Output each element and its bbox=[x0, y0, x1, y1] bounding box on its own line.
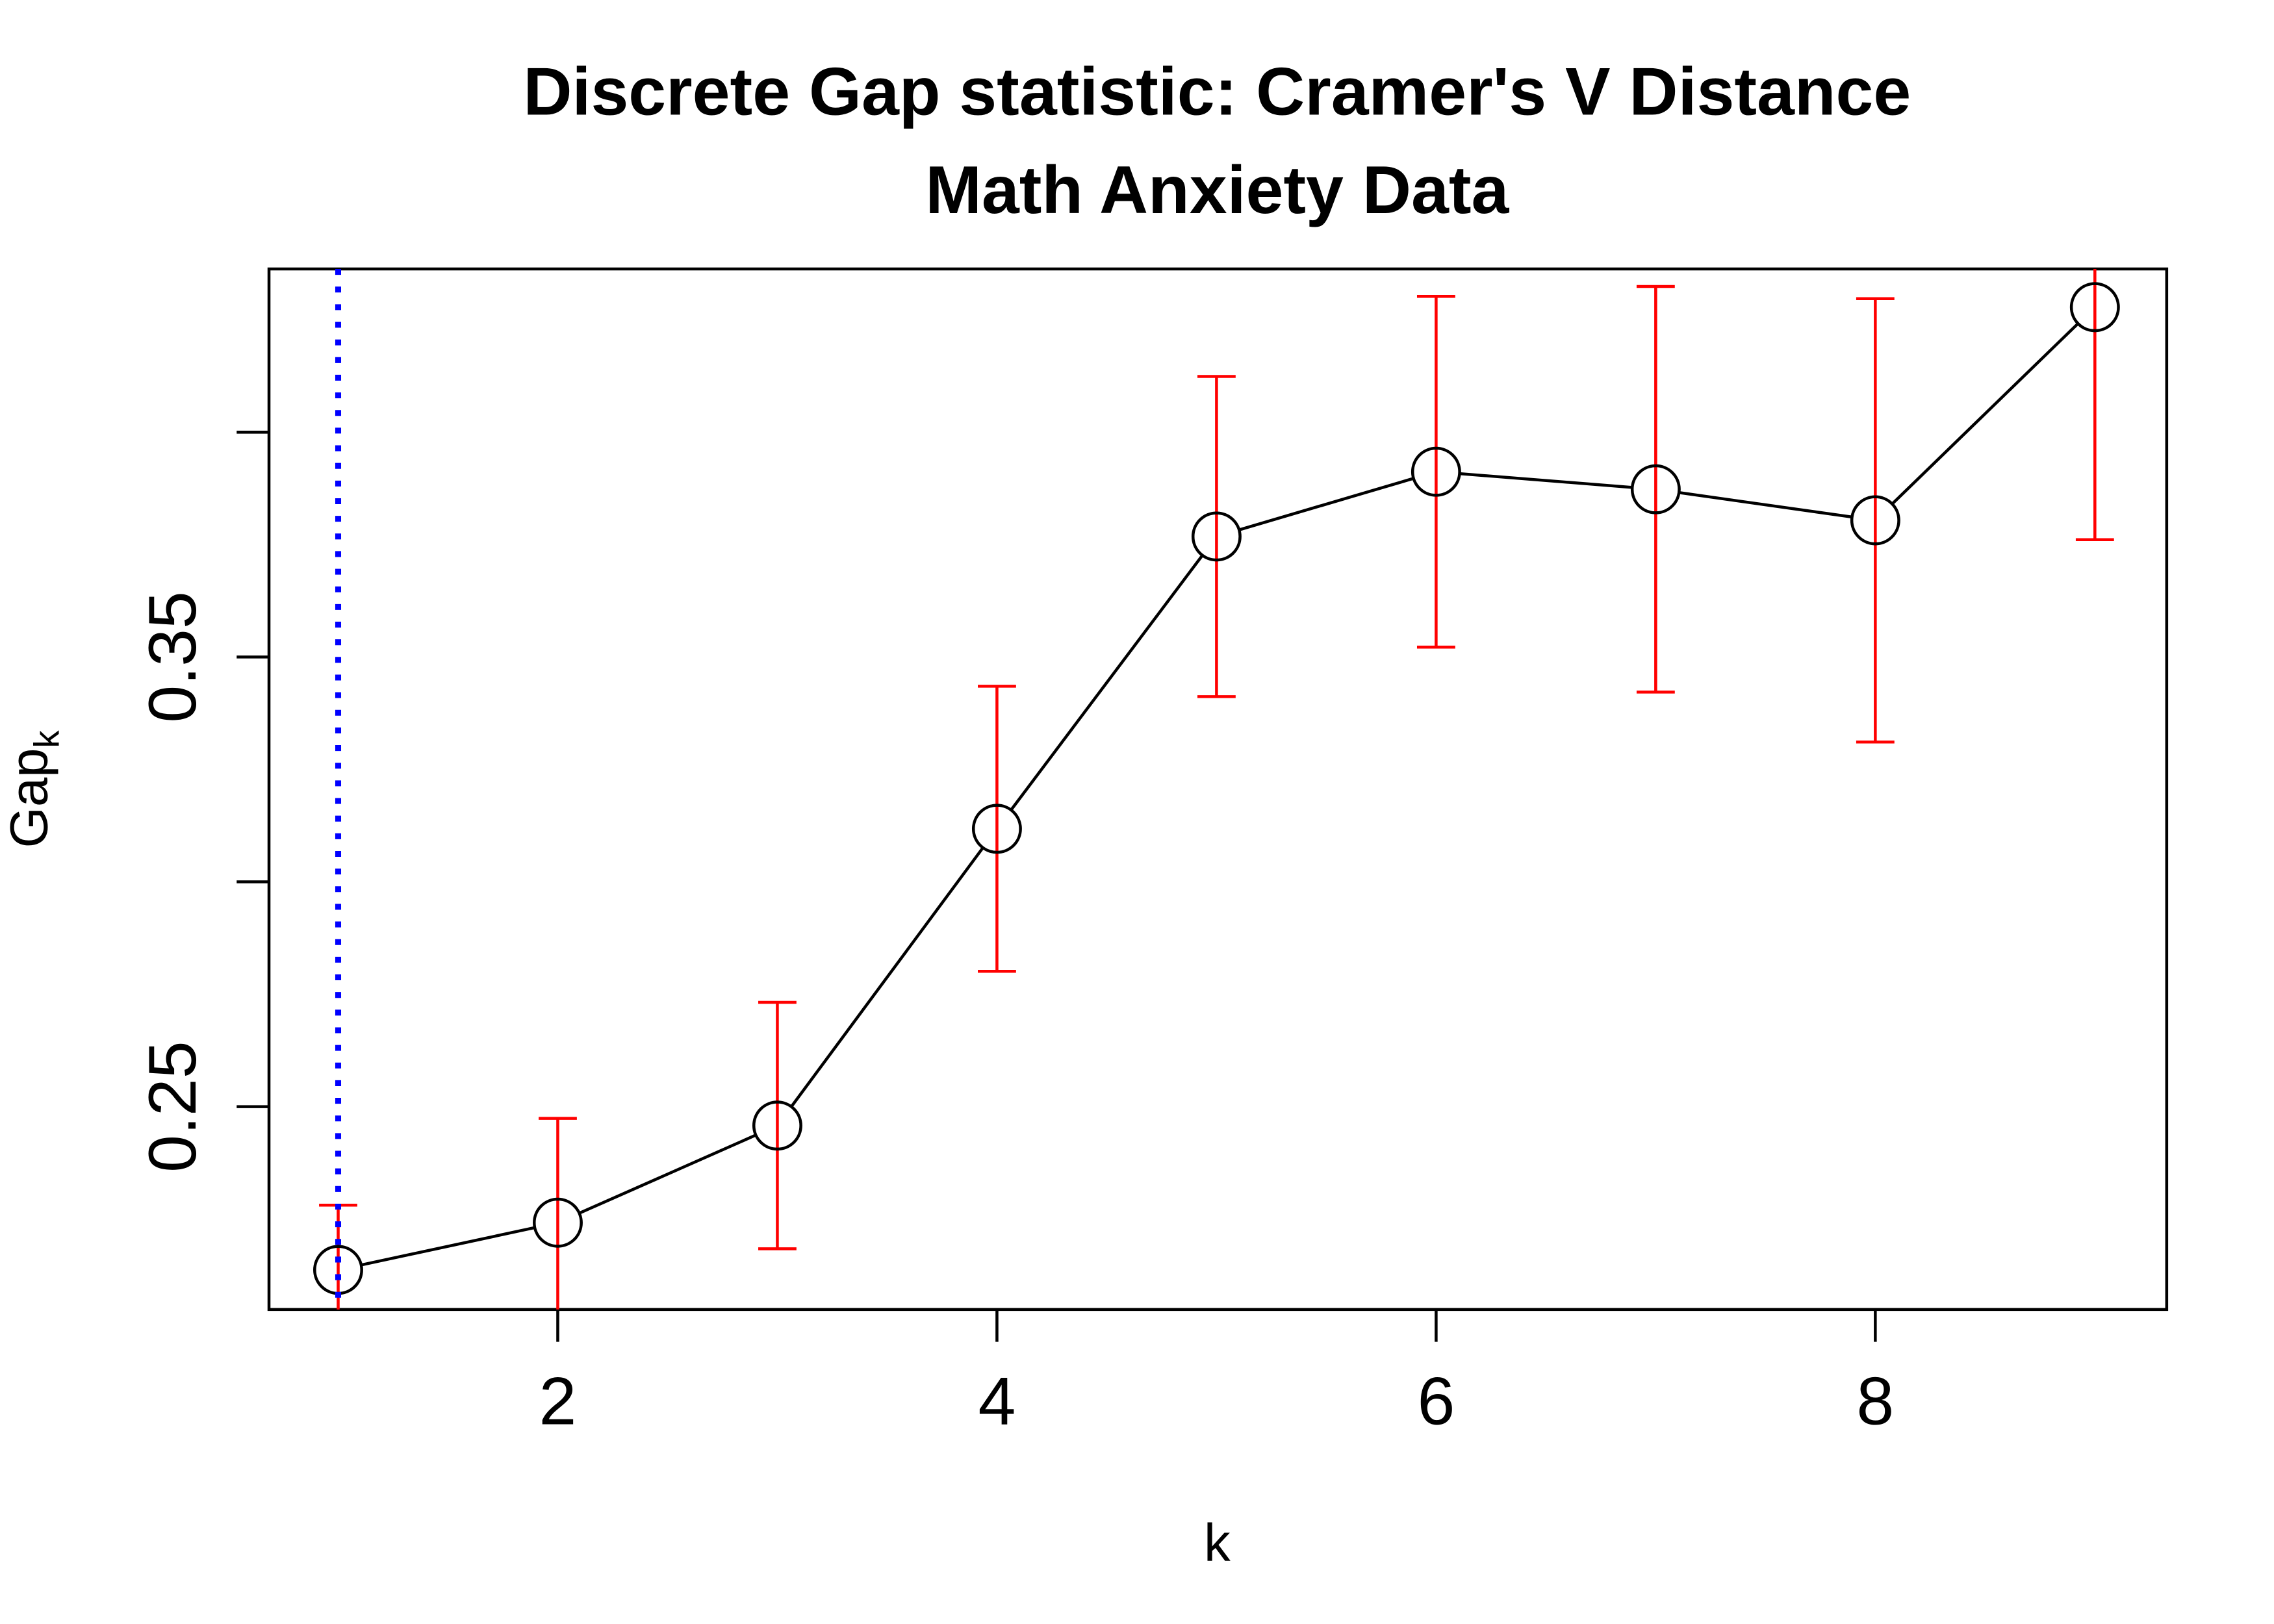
x-tick-label: 2 bbox=[539, 1364, 577, 1439]
plot-frame bbox=[267, 267, 2169, 1312]
chart-subtitle: Math Anxiety Data bbox=[925, 153, 1509, 228]
point bbox=[1411, 446, 1461, 497]
point bbox=[752, 1100, 802, 1151]
error-bar bbox=[539, 1117, 577, 1310]
error-bar bbox=[1856, 297, 1895, 744]
error-bar bbox=[1636, 285, 1675, 694]
point bbox=[2069, 282, 2120, 333]
y-tick-label: 0.35 bbox=[135, 591, 211, 723]
point bbox=[533, 1197, 583, 1248]
x-tick-label: 4 bbox=[978, 1364, 1016, 1439]
error-bar bbox=[2075, 269, 2114, 542]
data-line bbox=[361, 322, 2079, 1267]
y-tick-label: 0.25 bbox=[135, 1041, 211, 1173]
y-label-text: Gap bbox=[0, 748, 58, 848]
y-axis-label: Gapk bbox=[0, 730, 66, 848]
chart-title: Discrete Gap statistic: Cramer's V Dista… bbox=[523, 54, 1911, 129]
error-bar bbox=[978, 685, 1016, 973]
error-bar bbox=[1416, 294, 1455, 649]
point bbox=[1630, 464, 1681, 514]
x-axis-label: k bbox=[1204, 1514, 1231, 1573]
point bbox=[971, 804, 1022, 854]
error-bar bbox=[1197, 375, 1236, 698]
point bbox=[1850, 495, 1900, 546]
plot-area bbox=[313, 269, 2120, 1310]
x-tick-label: 6 bbox=[1417, 1364, 1455, 1439]
point bbox=[1191, 511, 1242, 562]
x-tick-label: 8 bbox=[1856, 1364, 1894, 1439]
y-label-subscript: k bbox=[27, 730, 66, 748]
error-bar bbox=[758, 1000, 797, 1250]
